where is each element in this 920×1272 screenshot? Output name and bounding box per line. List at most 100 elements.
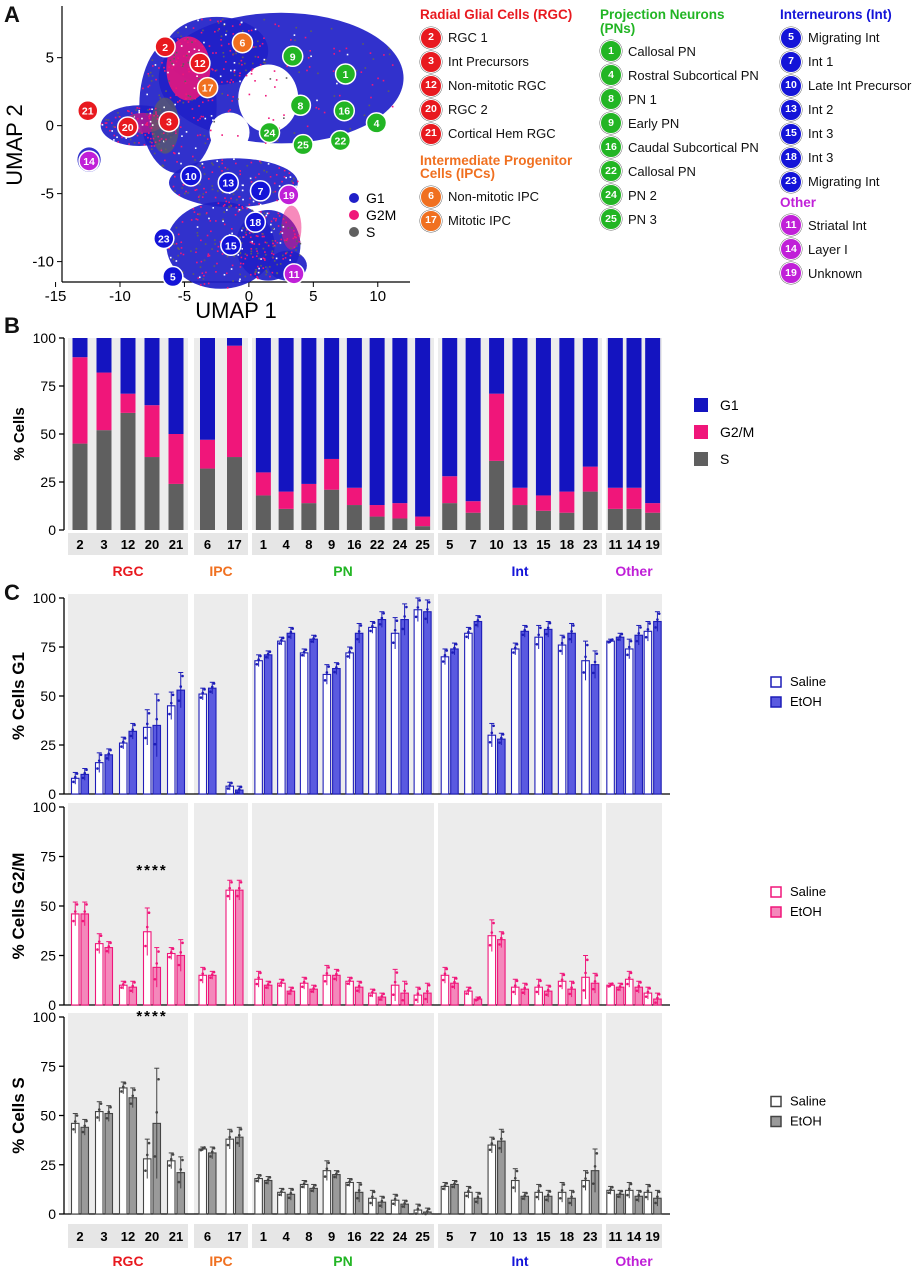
replicate-dot [418,987,421,991]
umap-cell-dot [239,251,242,254]
bar-etoh [332,1174,341,1215]
stacked-bar-segment-g2m [324,458,340,490]
umap-cell-dot [138,110,141,112]
replicate-dot [153,977,157,981]
replicate-dot [83,1124,87,1128]
replicate-dot [96,767,99,770]
umap-cell-dot [215,220,217,222]
replicate-dot [107,945,111,948]
bar-etoh [176,954,186,1006]
umap-cell-dot [238,280,241,282]
x-tick-label: 17 [227,537,241,552]
umap-cell-dot [242,184,244,187]
x-tick-label: 16 [347,537,361,552]
bar-etoh [634,634,644,795]
umap-cell-dot [290,251,293,254]
replicate-dot [500,736,503,740]
umap-cell-dot [158,67,160,69]
umap-cell-dot [271,250,274,253]
replicate-dot [468,627,472,630]
umap-cell-dot [232,280,234,282]
legend-label: Unknown [808,265,863,281]
umap-cell-dot [159,109,161,112]
replicate-dot [644,1195,648,1199]
x-tick-label: 23 [583,537,597,552]
bar-saline [390,1199,400,1215]
umap-cell-dot [238,62,241,65]
replicate-dot [657,1190,661,1194]
umap-cluster-id: 18 [249,217,261,229]
stacked-bar-segment-g2m [465,501,481,513]
bar-saline [557,980,567,1006]
umap-cell-dot [254,273,256,275]
bar-etoh [590,982,600,1006]
umap-cell-dot [111,130,114,132]
umap-x-tick-label: 5 [309,288,317,305]
replicate-dot [405,982,408,985]
bar-etoh [497,738,506,795]
replicate-dot [369,994,372,997]
umap-cell-dot [276,199,278,202]
replicate-dot [280,1190,283,1193]
umap-cell-dot [153,133,156,135]
replicate-dot [359,624,363,627]
umap-cell-dot [208,217,210,220]
replicate-dot [314,634,317,638]
umap-cell-dot [207,99,210,102]
replicate-dot [73,1120,77,1123]
umap-cluster-badge: 24 [258,121,281,144]
bar-saline [142,931,152,1006]
umap-cluster-badge-icon [196,76,219,99]
replicate-dot [83,910,87,913]
legend-label: Saline [790,674,826,689]
umap-cell-dot [251,240,254,243]
umap-cell-dot [198,194,201,197]
group-background [68,803,188,1005]
replicate-dot [157,1077,160,1081]
umap-cell-dot [383,54,385,56]
replicate-dot [629,971,633,975]
umap-cluster-id: 5 [170,272,176,284]
stacked-bar-segment-s [369,516,385,530]
group-label: IPC [209,1253,232,1269]
stacked-bar-segment-s [392,518,408,530]
bar-etoh [128,986,138,1006]
umap-cell-dot [215,52,217,54]
x-tick-label: 12 [121,1229,135,1244]
umap-cell-dot [197,277,200,279]
umap-cell-dot [255,46,257,48]
replicate-dot [201,1147,205,1150]
umap-cell-dot [272,227,275,230]
replicate-dot [280,981,283,984]
replicate-dot [346,1183,350,1187]
replicate-dot [237,787,241,791]
umap-cell-dot [201,272,204,274]
replicate-dot [521,633,525,637]
bar-etoh [497,939,506,1006]
replicate-dot [228,1135,232,1139]
umap-cell-dot [230,268,233,270]
umap-cell-dot [250,69,253,72]
replicate-dot [335,666,338,669]
replicate-dot [85,1119,88,1123]
bar-etoh [354,1191,364,1215]
umap-cell-dot [111,122,113,124]
umap-cell-dot [221,92,224,95]
legend-label: Int 3 [808,126,834,141]
replicate-dot [611,982,614,985]
replicate-dot [230,880,233,884]
umap-cell-dot [188,70,190,73]
umap-cell-dot [296,180,299,183]
replicate-dot [453,980,456,984]
umap-cell-dot [175,242,178,245]
replicate-dot [654,1201,657,1205]
umap-cluster-id: 20 [122,122,134,134]
umap-cell-dot [239,236,241,239]
replicate-dot [468,986,472,990]
replicate-dot [618,985,622,988]
replicate-dot [153,1155,157,1158]
x-tick-label: 1 [260,537,267,552]
legend-int-item: 13 Int 2 [780,98,911,122]
cluster-badge-icon: 10 [780,74,802,97]
legend-pn-title-1: Projection Neurons [600,7,725,22]
